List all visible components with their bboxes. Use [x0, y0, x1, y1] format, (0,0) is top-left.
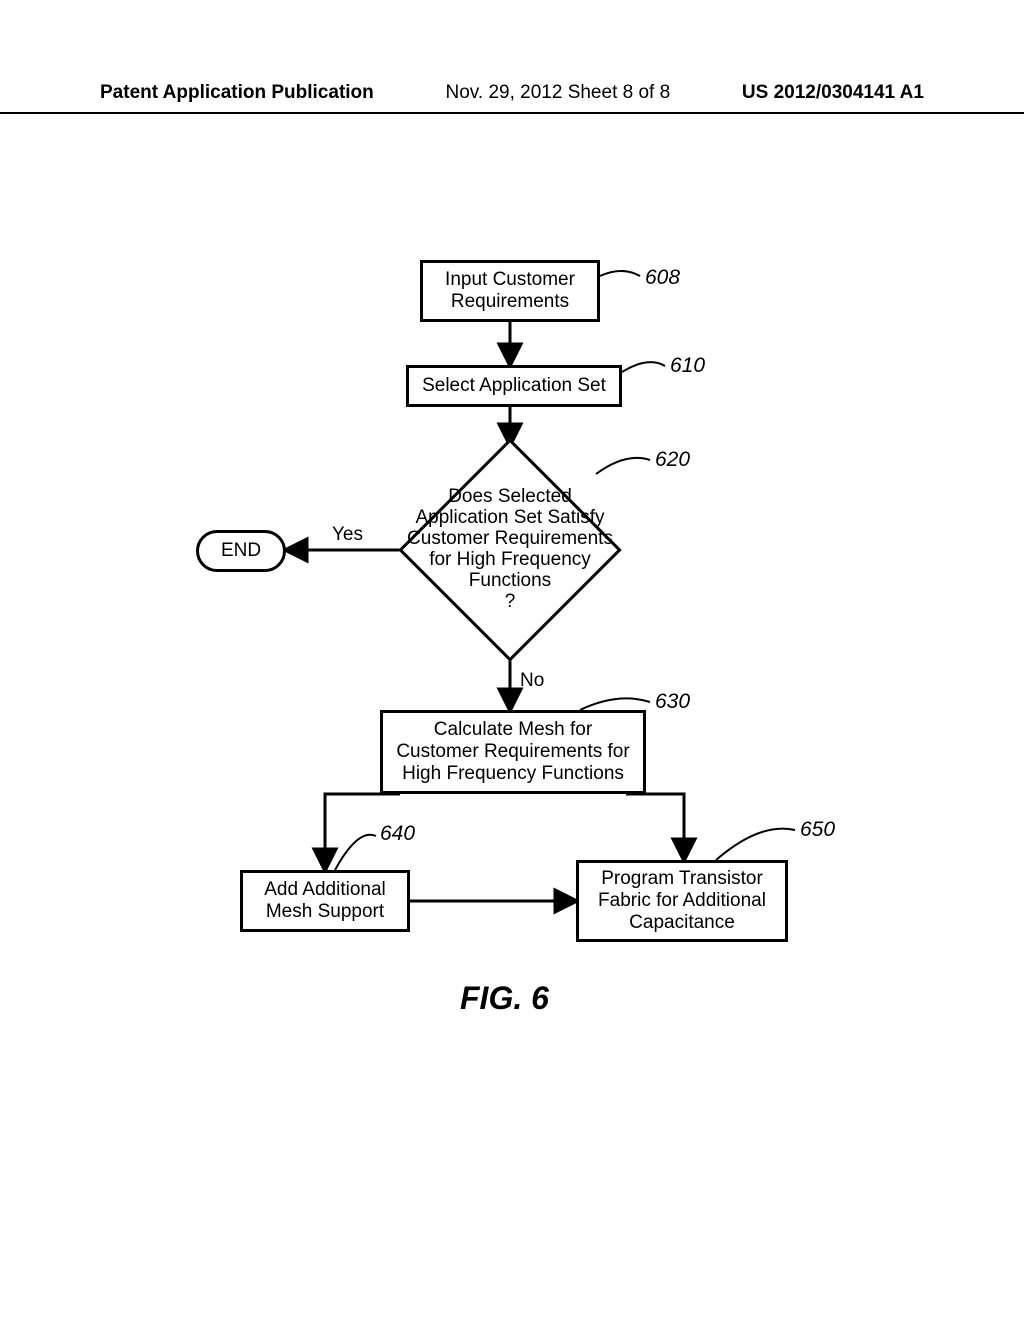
node-650-text: Program TransistorFabric for AdditionalC… — [598, 868, 766, 934]
node-640-add-mesh-support: Add AdditionalMesh Support — [240, 870, 410, 932]
node-610-text: Select Application Set — [422, 375, 606, 397]
ref-610: 610 — [670, 354, 705, 378]
figure-caption: FIG. 6 — [460, 980, 549, 1017]
node-630-text: Calculate Mesh forCustomer Requirements … — [396, 719, 629, 785]
ref-630: 630 — [655, 690, 690, 714]
edge-label-yes: Yes — [332, 524, 363, 546]
node-640-text: Add AdditionalMesh Support — [264, 879, 386, 923]
ref-608: 608 — [645, 266, 680, 290]
node-650-program-transistor-fabric: Program TransistorFabric for AdditionalC… — [576, 860, 788, 942]
node-608-input-customer-requirements: Input CustomerRequirements — [420, 260, 600, 322]
ref-650: 650 — [800, 818, 835, 842]
header-left: Patent Application Publication — [100, 82, 374, 104]
header-right: US 2012/0304141 A1 — [742, 82, 924, 104]
ref-620: 620 — [655, 448, 690, 472]
node-608-text: Input CustomerRequirements — [445, 269, 575, 313]
edge-label-no: No — [520, 670, 544, 692]
header-mid: Nov. 29, 2012 Sheet 8 of 8 — [446, 82, 671, 104]
page-header: Patent Application Publication Nov. 29, … — [0, 82, 1024, 114]
node-end-text: END — [221, 540, 261, 562]
node-end-terminator: END — [196, 530, 286, 572]
node-630-calculate-mesh: Calculate Mesh forCustomer Requirements … — [380, 710, 646, 794]
flowchart-fig6: Input CustomerRequirements 608 Select Ap… — [0, 260, 1024, 1040]
ref-640: 640 — [380, 822, 415, 846]
node-620-text: Does SelectedApplication Set SatisfyCust… — [407, 487, 613, 612]
node-610-select-application-set: Select Application Set — [406, 365, 622, 407]
node-620-decision: Does SelectedApplication Set SatisfyCust… — [398, 438, 622, 662]
